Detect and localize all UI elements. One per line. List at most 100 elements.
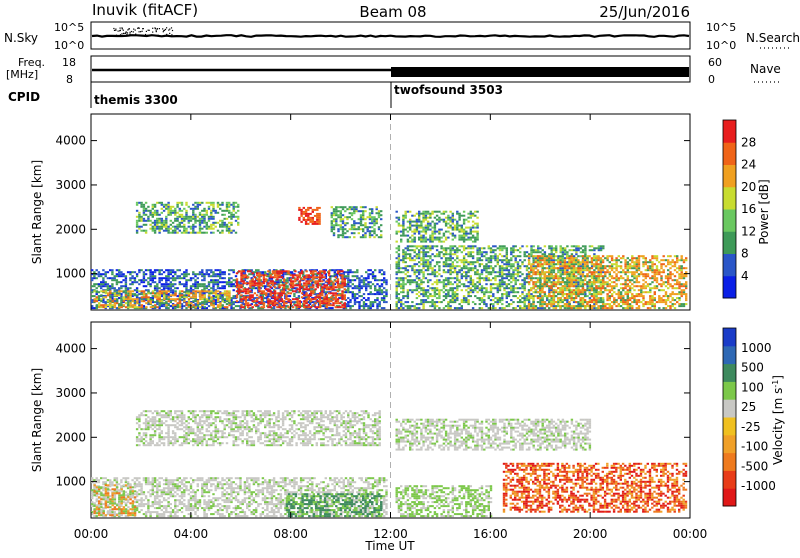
heatmap-cell bbox=[197, 216, 199, 218]
heatmap-cell bbox=[107, 300, 109, 302]
heatmap-cell bbox=[258, 282, 260, 284]
heatmap-cell bbox=[443, 249, 445, 251]
heatmap-cell bbox=[528, 291, 530, 293]
heatmap-cell bbox=[283, 278, 285, 280]
heatmap-cell bbox=[258, 284, 260, 286]
heatmap-cell bbox=[237, 222, 239, 224]
heatmap-cell bbox=[347, 273, 349, 275]
heatmap-cell bbox=[542, 253, 544, 255]
heatmap-cell bbox=[100, 287, 102, 289]
heatmap-cell bbox=[402, 297, 404, 299]
heatmap-cell bbox=[402, 285, 404, 287]
heatmap-cell bbox=[449, 283, 451, 285]
heatmap-cell bbox=[499, 285, 501, 287]
heatmap-cell bbox=[270, 302, 272, 304]
heatmap-cell bbox=[434, 287, 436, 289]
heatmap-cell bbox=[102, 281, 104, 283]
heatmap-cell bbox=[456, 289, 458, 291]
heatmap-cell bbox=[206, 269, 208, 271]
heatmap-cell bbox=[197, 220, 199, 222]
heatmap-cell bbox=[152, 228, 154, 230]
heatmap-cell bbox=[463, 271, 465, 273]
heatmap-cell bbox=[141, 290, 143, 292]
heatmap-cell bbox=[221, 277, 223, 279]
heatmap-cell bbox=[332, 304, 334, 306]
heatmap-cell bbox=[398, 283, 400, 285]
cpid-segment-1: themis 3300 bbox=[94, 93, 178, 107]
heatmap-cell bbox=[154, 281, 156, 283]
heatmap-cell bbox=[159, 292, 161, 294]
heatmap-cell bbox=[400, 287, 402, 289]
heatmap-cell bbox=[381, 291, 383, 293]
heatmap-cell bbox=[347, 305, 349, 307]
nsearch-point bbox=[152, 35, 153, 36]
heatmap-cell bbox=[116, 275, 118, 277]
heatmap-cell bbox=[452, 229, 454, 231]
heatmap-cell bbox=[416, 269, 418, 271]
heatmap-cell bbox=[456, 299, 458, 301]
heatmap-cell bbox=[167, 269, 169, 271]
heatmap-cell bbox=[352, 295, 354, 297]
heatmap-cell bbox=[499, 297, 501, 299]
heatmap-cell bbox=[283, 300, 285, 302]
heatmap-cell bbox=[161, 226, 163, 228]
heatmap-cell bbox=[472, 213, 474, 215]
heatmap-cell bbox=[208, 281, 210, 283]
heatmap-cell bbox=[361, 279, 363, 281]
heatmap-cell bbox=[414, 271, 416, 273]
heatmap-cell bbox=[149, 214, 151, 216]
heatmap-cell bbox=[185, 210, 187, 212]
heatmap-cell bbox=[449, 247, 451, 249]
heatmap-cell bbox=[176, 220, 178, 222]
heatmap-cell bbox=[199, 226, 201, 228]
heatmap-cell bbox=[328, 300, 330, 302]
heatmap-cell bbox=[185, 232, 187, 234]
heatmap-cell bbox=[407, 257, 409, 259]
heatmap-cell bbox=[503, 287, 505, 289]
heatmap-cell bbox=[328, 280, 330, 282]
heatmap-cell bbox=[418, 261, 420, 263]
heatmap-cell bbox=[261, 298, 263, 300]
heatmap-cell bbox=[555, 245, 557, 247]
heatmap-cell bbox=[490, 265, 492, 267]
heatmap-cell bbox=[355, 228, 357, 230]
heatmap-cell bbox=[411, 235, 413, 237]
heatmap-cell bbox=[91, 299, 93, 301]
heatmap-cell bbox=[132, 290, 134, 292]
heatmap-cell bbox=[172, 307, 174, 309]
heatmap-cell bbox=[344, 224, 346, 226]
heatmap-cell bbox=[517, 265, 519, 267]
heatmap-cell bbox=[321, 270, 323, 272]
heatmap-cell bbox=[145, 273, 147, 275]
heatmap-cell bbox=[314, 280, 316, 282]
heatmap-cell bbox=[267, 290, 269, 292]
heatmap-cell bbox=[190, 296, 192, 298]
heatmap-cell bbox=[434, 239, 436, 241]
heatmap-cell bbox=[474, 265, 476, 267]
heatmap-cell bbox=[476, 225, 478, 227]
heatmap-cell bbox=[376, 299, 378, 301]
heatmap-cell bbox=[467, 271, 469, 273]
heatmap-cell bbox=[309, 221, 311, 223]
heatmap-cell bbox=[210, 210, 212, 212]
heatmap-cell bbox=[365, 285, 367, 287]
heatmap-cell bbox=[201, 290, 203, 292]
heatmap-cell bbox=[319, 274, 321, 276]
heatmap-cell bbox=[143, 218, 145, 220]
heatmap-cell bbox=[347, 291, 349, 293]
heatmap-cell bbox=[467, 261, 469, 263]
heatmap-cell bbox=[210, 218, 212, 220]
heatmap-cell bbox=[342, 236, 344, 238]
heatmap-cell bbox=[161, 285, 163, 287]
heatmap-cell bbox=[165, 222, 167, 224]
heatmap-cell bbox=[349, 228, 351, 230]
heatmap-cell bbox=[94, 298, 96, 300]
heatmap-cell bbox=[337, 230, 339, 232]
heatmap-cell bbox=[422, 295, 424, 297]
heatmap-cell bbox=[344, 306, 346, 308]
heatmap-cell bbox=[365, 299, 367, 301]
heatmap-cell bbox=[344, 210, 346, 212]
heatmap-cell bbox=[508, 265, 510, 267]
heatmap-cell bbox=[314, 209, 316, 211]
heatmap-cell bbox=[461, 237, 463, 239]
